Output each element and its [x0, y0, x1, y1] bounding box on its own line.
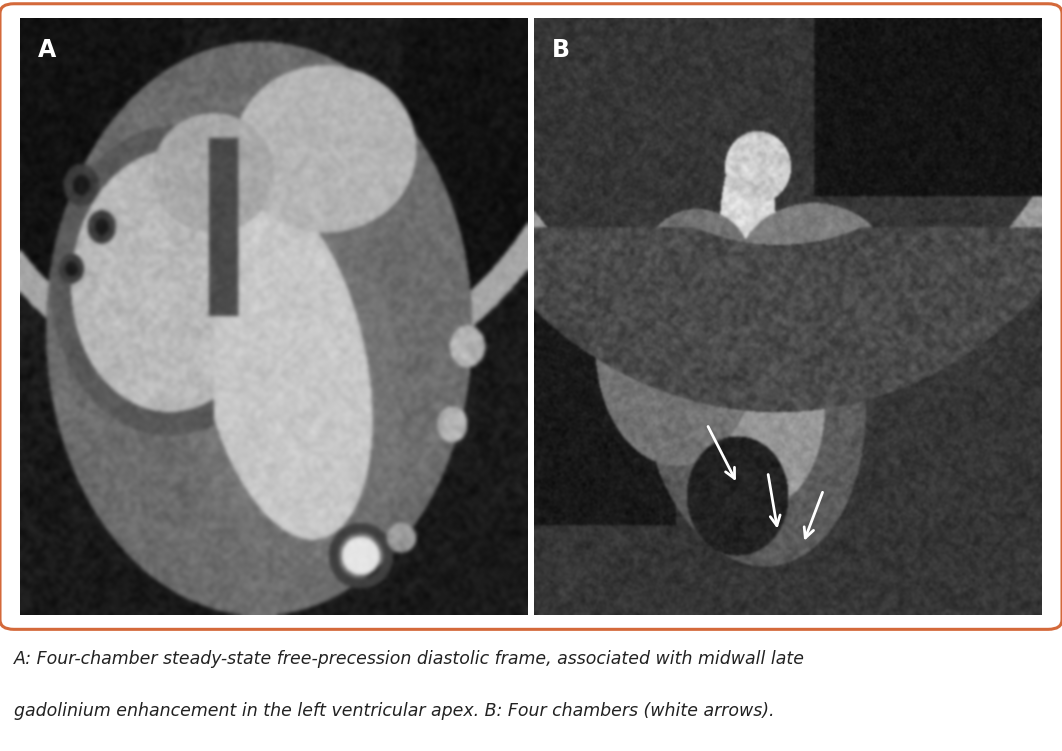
Text: gadolinium enhancement in the left ventricular apex. B: Four chambers (white arr: gadolinium enhancement in the left ventr…: [14, 702, 774, 720]
Text: A: A: [38, 38, 56, 62]
Text: B: B: [552, 38, 570, 62]
Text: A: Four-chamber steady-state free-precession diastolic frame, associated with mi: A: Four-chamber steady-state free-preces…: [14, 650, 805, 668]
